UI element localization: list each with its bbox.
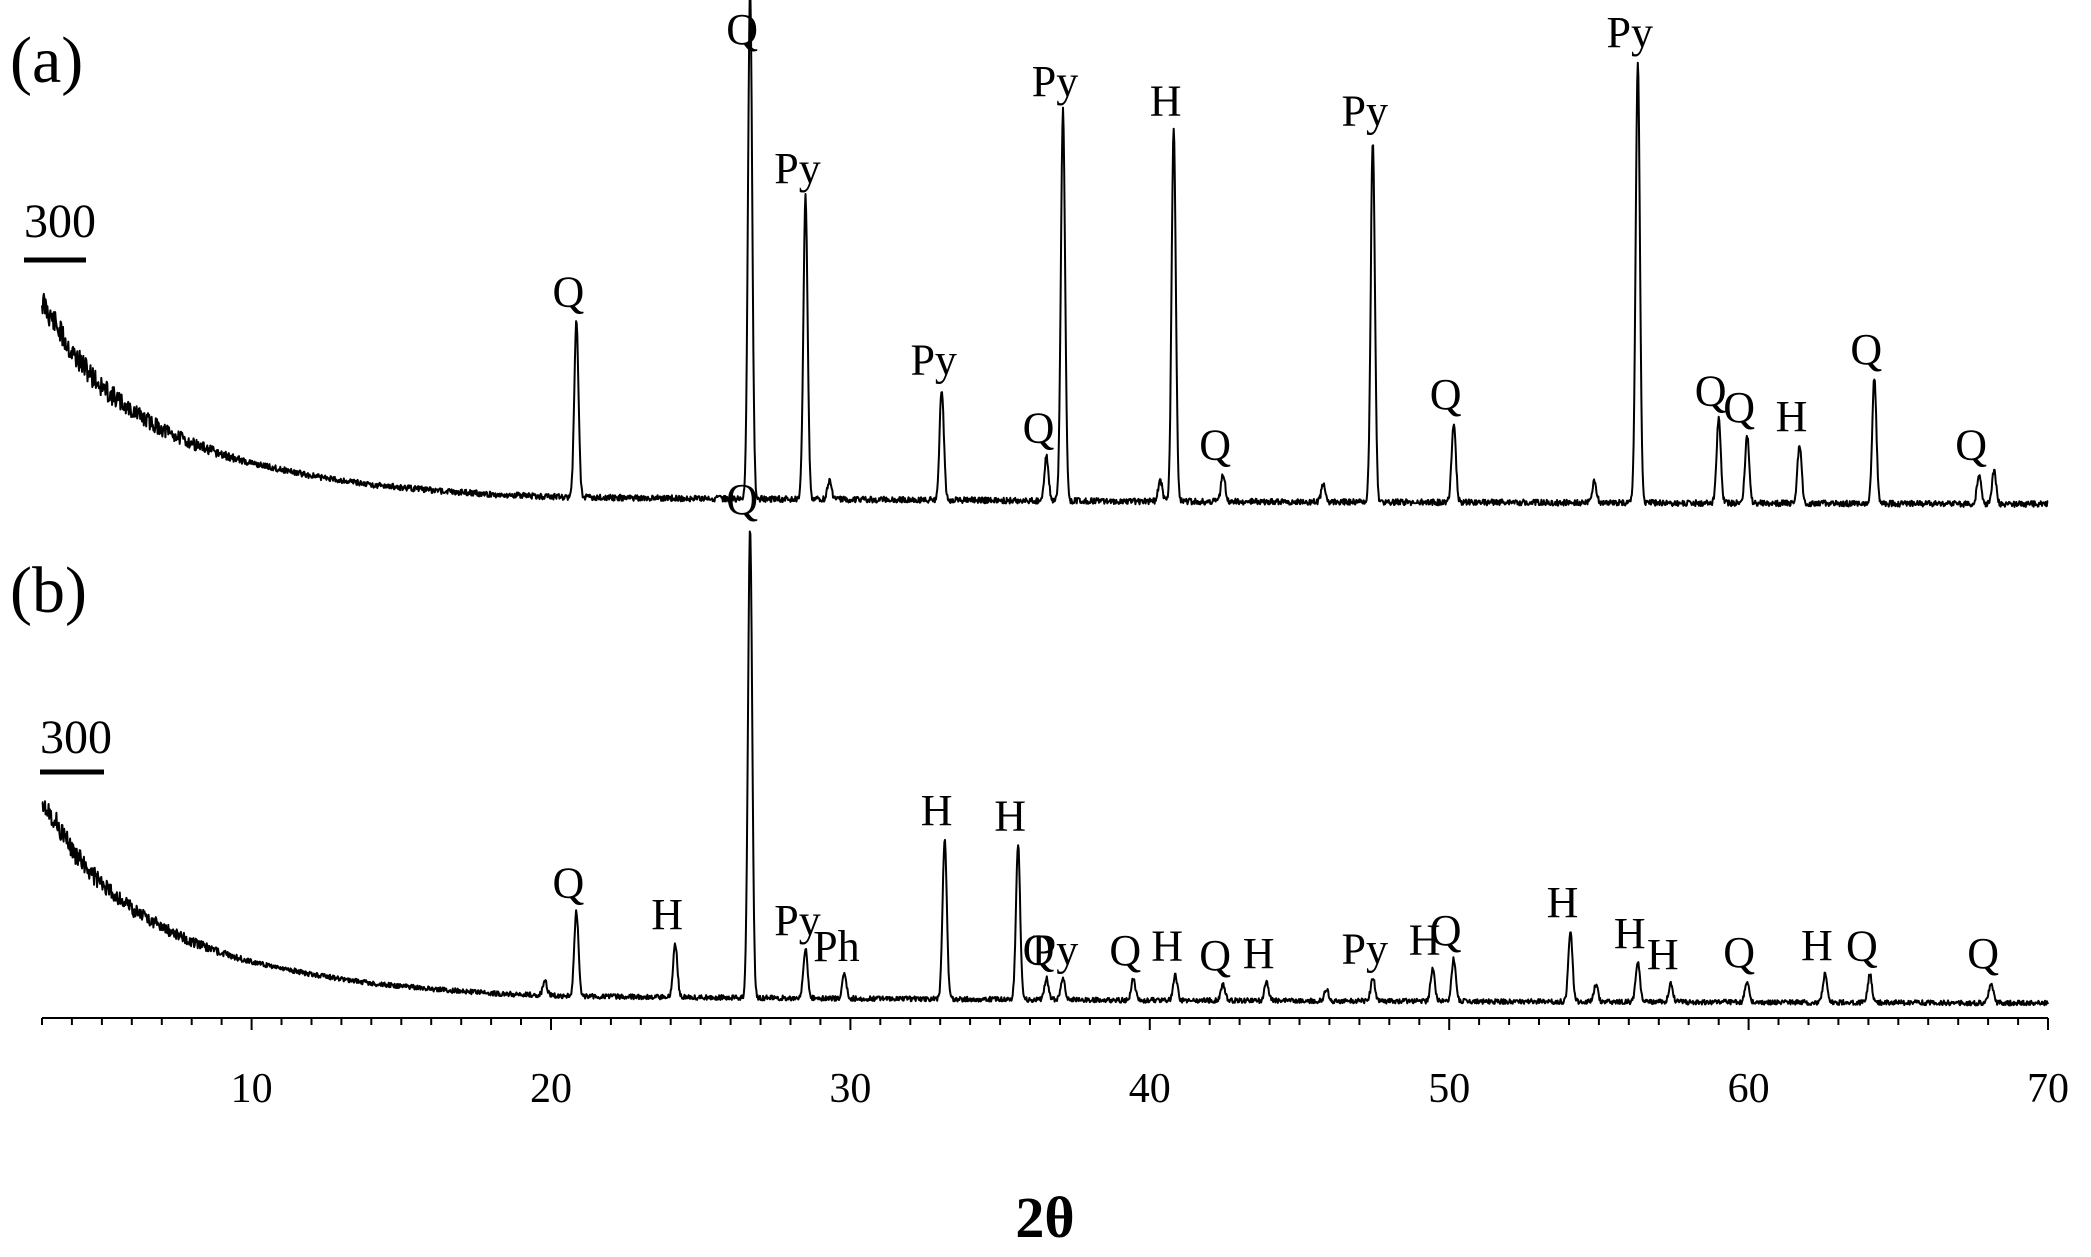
panel-b-scale-label: 300 [40,711,112,764]
peak-label: Q [1695,366,1727,415]
panel-a-scale-label: 300 [24,195,96,248]
peak-label: H [1151,922,1183,971]
peak-label: H [1614,909,1646,958]
peak-label: Py [1032,926,1078,975]
x-tick-label: 10 [231,1066,273,1112]
peak-label: H [994,791,1026,840]
peak-label: H [1647,930,1679,979]
x-tick-label: 60 [1728,1066,1770,1112]
peak-label: Q [1109,926,1141,975]
peak-label: H [1547,878,1579,927]
peak-label: H [1243,929,1275,978]
x-axis: 10 20 30 40 50 60 70 2θ [41,1017,2069,1250]
peak-label: Q [726,475,758,524]
peak-label: Q [1023,926,1055,975]
peak-label: Q [726,5,758,54]
panel-b-trace [41,530,2049,1007]
peak-label: Q [1723,383,1755,432]
peak-label: Q [553,267,585,316]
peak-label: Q [1955,421,1987,470]
peak-label: Q [1850,325,1882,374]
peak-label: Q [1967,929,1999,978]
peak-label: H [1409,915,1441,964]
peak-label: Py [774,144,820,193]
peak-label: Q [1846,921,1878,970]
x-tick-label: 20 [530,1066,572,1112]
peak-label: Py [1342,925,1388,974]
peak-label: Py [910,336,956,385]
peak-label: Q [1430,370,1462,419]
x-tick-label: 70 [2027,1066,2069,1112]
x-tick-label: 40 [1129,1066,1171,1112]
peak-label: H [921,786,953,835]
peak-label: Py [1032,57,1078,106]
peak-label: Py [774,896,820,945]
x-axis-ticks: 10 20 30 40 50 60 70 [41,1018,2069,1112]
peak-label: H [1801,921,1833,970]
peak-label: H [651,890,683,939]
x-tick-label: 50 [1428,1066,1470,1112]
panel-a-label: (a) [10,24,83,97]
peak-label: H [1150,76,1182,125]
peak-label: Q [1723,928,1755,977]
x-tick-label: 30 [829,1066,871,1112]
peak-label: Q [1023,404,1055,453]
panel-b-label: (b) [10,554,87,627]
x-axis-title: 2θ [1015,1185,1074,1250]
panel-a-trace [41,0,2049,508]
peak-label: H [1776,392,1808,441]
peak-label: Py [1342,86,1388,135]
peak-label: Q [1430,906,1462,955]
peak-label: Q [1199,421,1231,470]
peak-label: Q [553,858,585,907]
peak-label: Q [1199,931,1231,980]
peak-label: Py [1607,8,1653,57]
peak-label: Ph [813,922,859,971]
